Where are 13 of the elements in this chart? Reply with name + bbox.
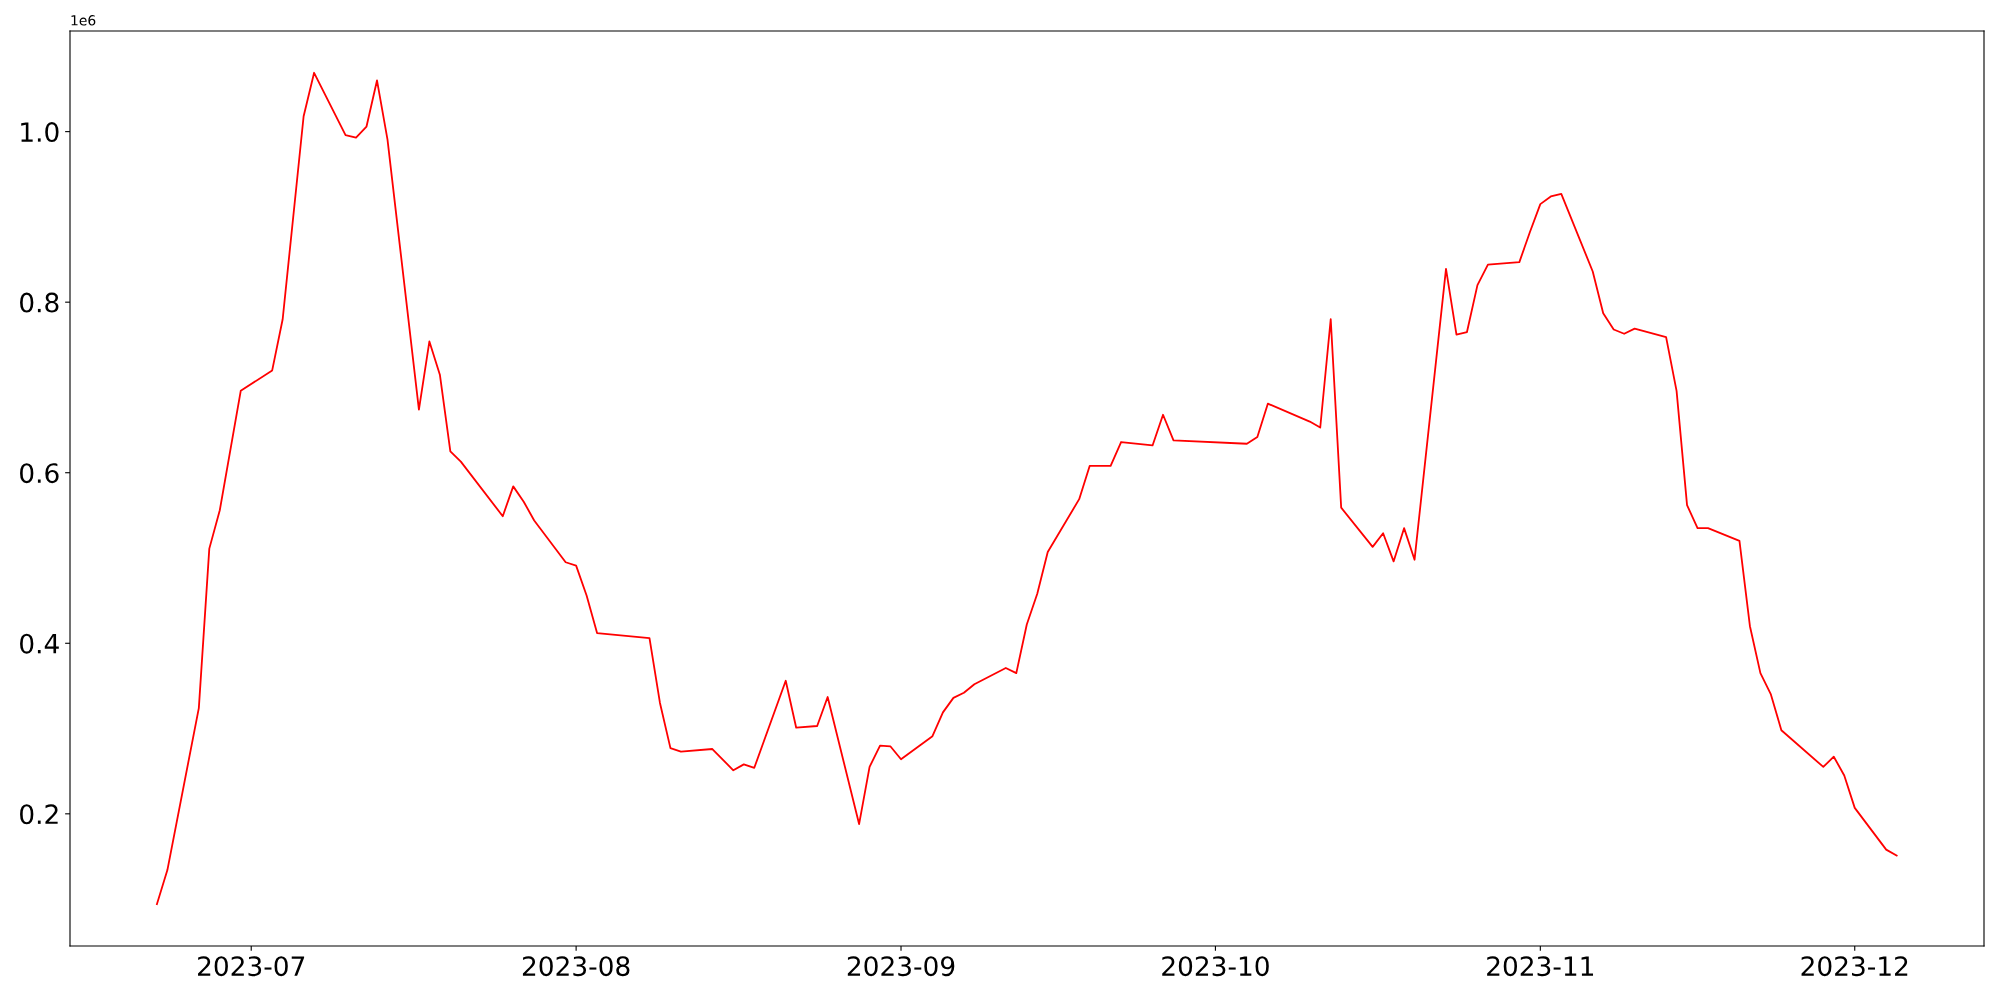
y-tick-label: 0.8: [20, 292, 59, 313]
y-tick-label: 0.2: [20, 804, 58, 825]
x-tick-label: 2023-10: [1162, 956, 1269, 977]
text: 1e6: [71, 15, 96, 26]
line-series: [155, 71, 1898, 906]
x-tick-label: 2023-09: [847, 956, 955, 977]
y-tick-label: 0.4: [20, 633, 59, 654]
x-tick-label: 2023-07: [198, 956, 305, 977]
x-tick-label: 2023-08: [522, 956, 630, 977]
x-tick-label: 2023-12: [1801, 956, 1908, 977]
y-tick-label: 0.6: [20, 463, 59, 484]
y-tick-label: 1.0: [21, 122, 59, 143]
x-tick-label: 2023-11: [1487, 956, 1594, 977]
